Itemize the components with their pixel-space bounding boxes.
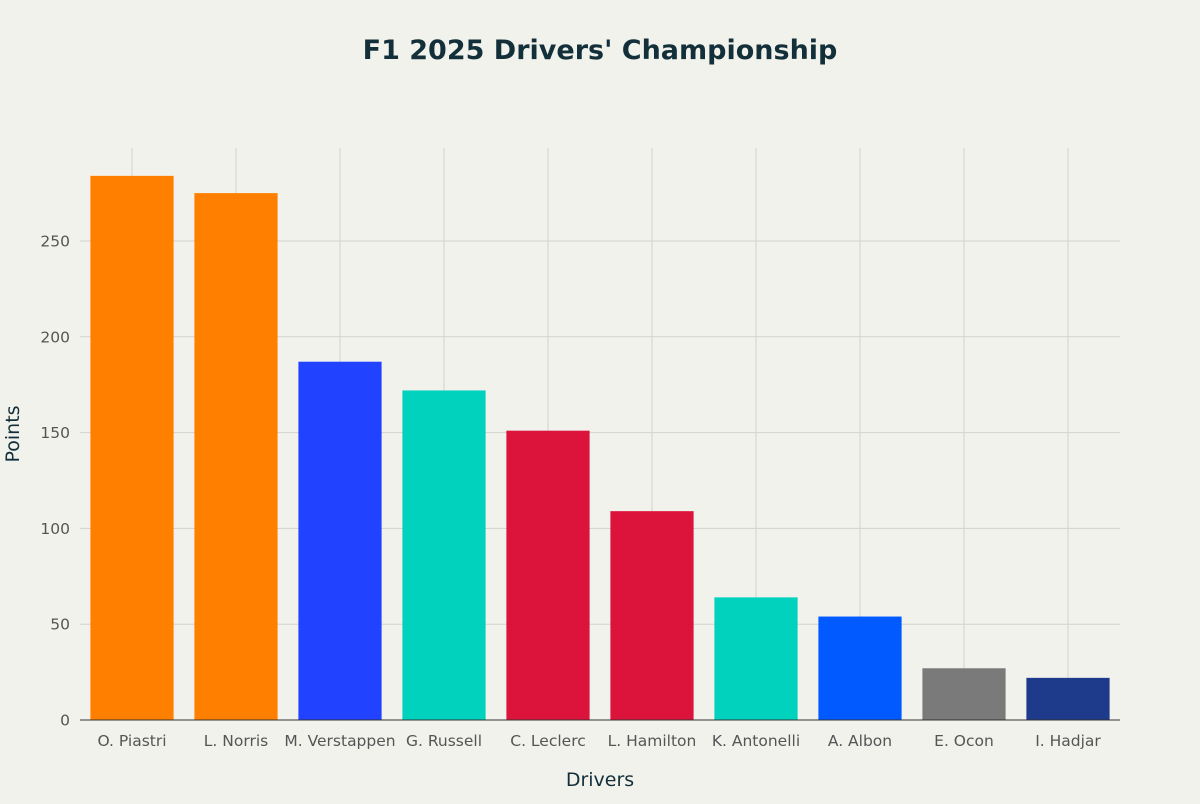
x-axis-ticks: O. Piastri L. Norris M. Verstappen G. Russe… <box>97 732 1101 750</box>
bars <box>90 175 1110 721</box>
y-tick-label: 200 <box>40 328 70 346</box>
x-axis-title: Drivers <box>566 769 634 791</box>
y-axis-title: Points <box>2 405 24 462</box>
y-tick-label: 100 <box>40 520 70 538</box>
y-tick-label: 150 <box>40 424 70 442</box>
bar-i-hadjar[interactable] <box>1026 677 1110 720</box>
x-tick-label: L. Hamilton <box>608 732 697 750</box>
bar-c-leclerc[interactable] <box>506 430 590 720</box>
bar-m-verstappen[interactable] <box>298 361 382 720</box>
x-tick-label: O. Piastri <box>97 732 166 750</box>
x-tick-label: G. Russell <box>406 732 482 750</box>
y-tick-label: 50 <box>50 616 70 634</box>
chart-title: F1 2025 Drivers' Championship <box>363 35 838 66</box>
y-tick-label: 250 <box>40 233 70 251</box>
bar-l-hamilton[interactable] <box>610 511 694 720</box>
x-tick-label: L. Norris <box>204 732 268 750</box>
x-tick-label: K. Antonelli <box>712 732 800 750</box>
x-tick-label: C. Leclerc <box>510 732 586 750</box>
bar-l-norris[interactable] <box>194 193 278 721</box>
bar-g-russell[interactable] <box>402 390 486 720</box>
y-axis-ticks: 0 50 100 150 200 250 <box>40 233 70 730</box>
bar-e-ocon[interactable] <box>922 668 1006 720</box>
y-tick-label: 0 <box>60 712 70 730</box>
x-tick-label: M. Verstappen <box>284 732 395 750</box>
bar-o-piastri[interactable] <box>90 175 174 720</box>
x-tick-label: E. Ocon <box>934 732 994 750</box>
bar-a-albon[interactable] <box>818 616 902 720</box>
bar-k-antonelli[interactable] <box>714 597 798 720</box>
x-tick-label: A. Albon <box>828 732 892 750</box>
x-tick-label: I. Hadjar <box>1035 732 1101 750</box>
